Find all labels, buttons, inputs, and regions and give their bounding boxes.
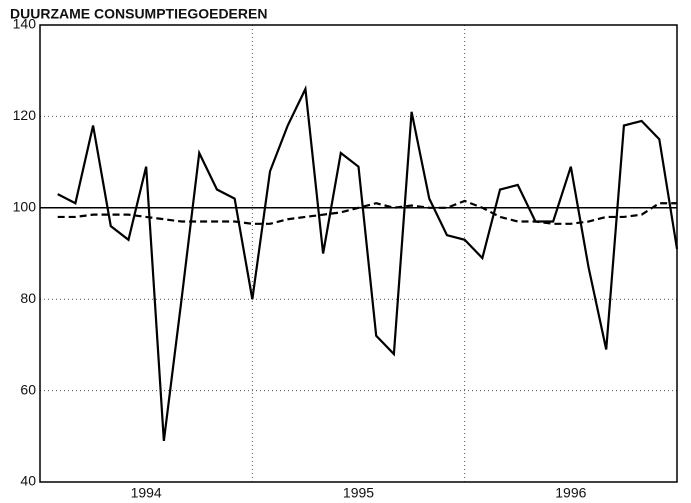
y-tick-label: 120 — [13, 107, 37, 123]
y-tick-label: 140 — [13, 16, 37, 32]
y-tick-label: 40 — [20, 473, 36, 489]
y-tick-label: 60 — [20, 381, 36, 397]
data-line — [57, 85, 679, 442]
y-tick-label: 100 — [13, 199, 37, 215]
x-tick-label: 1996 — [555, 485, 586, 501]
chart-title: DUURZAME CONSUMPTIEGOEDEREN — [10, 6, 267, 22]
x-tick-label: 1995 — [343, 485, 374, 501]
y-tick-label: 80 — [20, 290, 36, 306]
data-line — [57, 199, 677, 225]
plot-frame — [39, 24, 678, 483]
x-tick-label: 1994 — [131, 485, 162, 501]
